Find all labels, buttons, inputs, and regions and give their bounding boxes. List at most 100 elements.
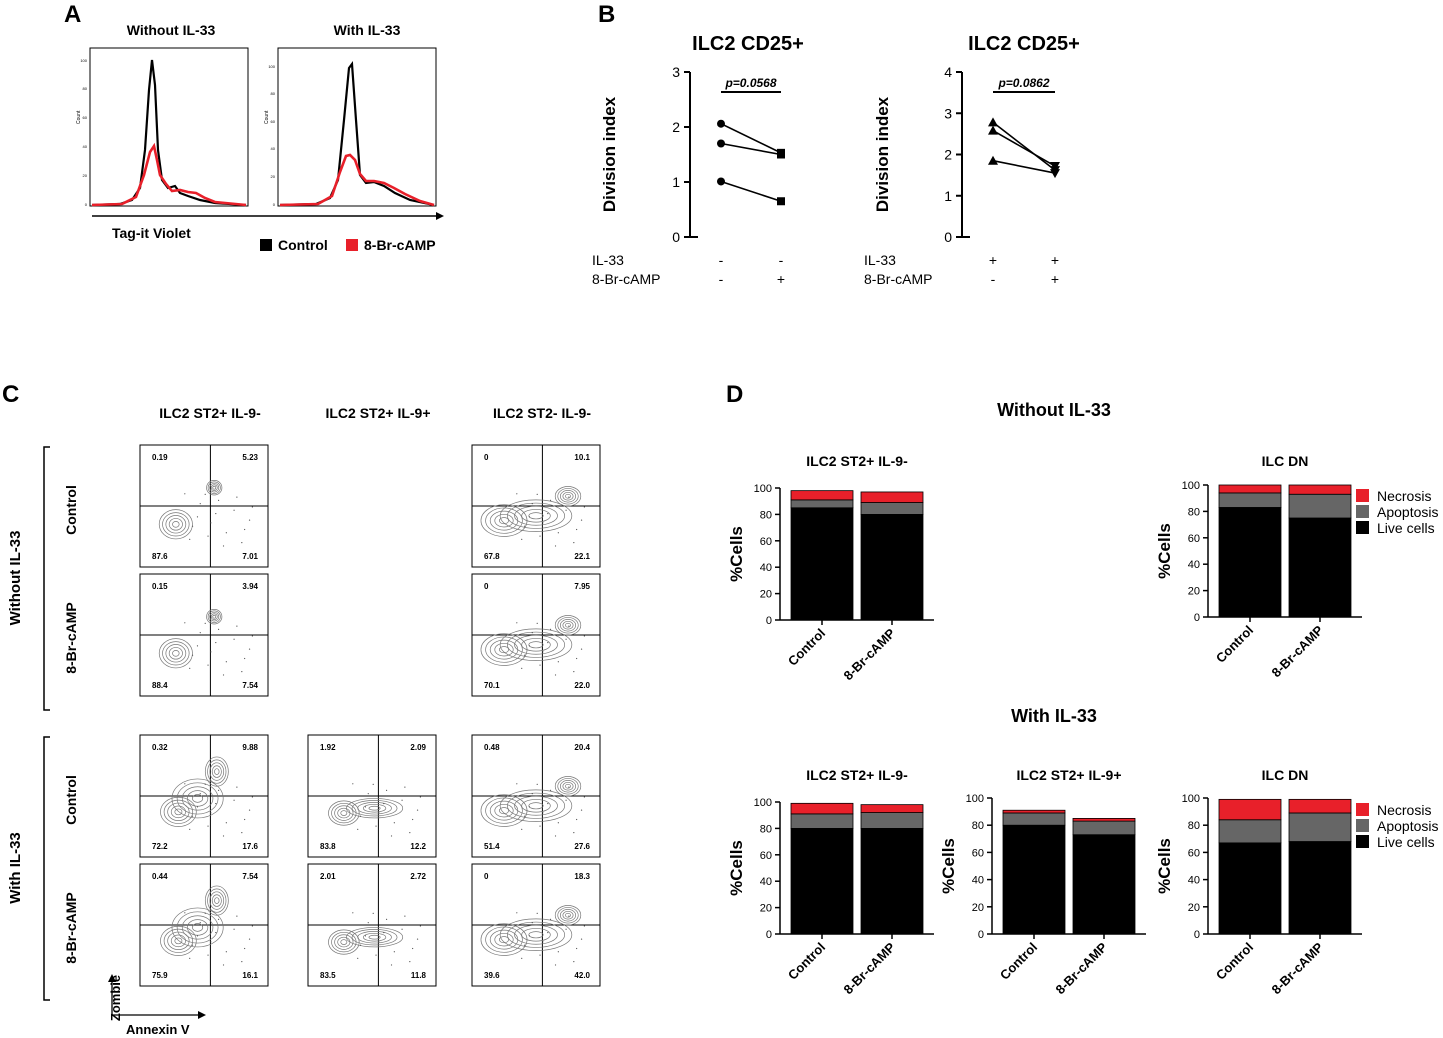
y-tick-label: 80 xyxy=(1188,506,1200,518)
bar-chart-title: ILC DN xyxy=(1262,767,1309,783)
condition-mark: - xyxy=(719,271,724,287)
event-dot xyxy=(225,822,227,824)
event-dot xyxy=(352,912,354,914)
tag-it-violet-label: Tag-it Violet xyxy=(112,225,191,241)
event-dot xyxy=(207,535,209,537)
legend-a-cAMP-label: 8-Br-cAMP xyxy=(364,237,436,253)
flow-plot: 2.01 2.72 83.5 11.8 xyxy=(307,863,437,987)
contour-line xyxy=(176,911,219,944)
event-dot xyxy=(233,638,235,640)
contour-line xyxy=(171,778,224,819)
section-title-with: With IL-33 xyxy=(1011,706,1097,726)
flow-plot: 0 10.1 67.8 22.1 xyxy=(471,444,601,568)
event-dot xyxy=(554,545,557,547)
pair-line xyxy=(992,159,1056,174)
event-dot xyxy=(580,809,583,811)
event-dot xyxy=(568,786,570,788)
data-point xyxy=(717,119,725,128)
event-dot xyxy=(542,651,544,653)
y-tick-label: 2 xyxy=(672,119,680,135)
panel-c-letter: C xyxy=(2,381,19,408)
contour-line xyxy=(357,930,392,944)
legend-live-label: Live cells xyxy=(1377,834,1435,850)
legend-live-label: Live cells xyxy=(1377,520,1435,536)
histogram-control-without xyxy=(91,59,247,207)
bar-segment-apoptosis xyxy=(1072,820,1136,836)
event-dot xyxy=(352,783,354,785)
row-label: Control xyxy=(63,775,79,825)
contour-line xyxy=(494,513,514,528)
condition-table-b: IL-33 8-Br-cAMP - - - + IL-33 8-Br-cAMP … xyxy=(592,252,1059,287)
bar-segment-necrosis xyxy=(790,490,854,501)
event-dot xyxy=(241,832,243,834)
event-dot xyxy=(236,915,238,917)
bar-segment-apoptosis xyxy=(1288,812,1352,842)
bar-segment-necrosis xyxy=(1218,798,1282,821)
contour-line xyxy=(181,915,214,940)
data-point xyxy=(777,197,785,206)
y-tick-label: 0 xyxy=(1194,929,1200,941)
bar-segment-necrosis xyxy=(1218,484,1282,494)
quadrant-lower-left: 75.9 xyxy=(152,971,168,980)
contour-line xyxy=(528,931,544,939)
panel-b-letter: B xyxy=(598,1,615,28)
event-dot xyxy=(412,818,414,821)
event-dot xyxy=(419,796,421,798)
event-dot xyxy=(542,941,544,943)
row-label: Control xyxy=(63,485,79,535)
group-bracket-with xyxy=(43,736,50,1001)
contour-line xyxy=(506,631,566,658)
condition-il33-label-2: IL-33 xyxy=(864,252,896,268)
contour-line xyxy=(340,939,348,945)
event-dot xyxy=(233,509,235,511)
event-dot xyxy=(542,522,544,524)
y-axis-label: Division index xyxy=(873,96,892,212)
event-dot xyxy=(383,931,385,934)
contour-line xyxy=(485,636,523,663)
svg-text:100: 100 xyxy=(80,58,87,63)
event-dot xyxy=(523,944,526,946)
contour-line xyxy=(554,615,582,636)
data-point xyxy=(988,125,998,135)
event-dot xyxy=(189,828,191,830)
y-tick-label: 40 xyxy=(972,875,984,887)
bar-segment-live-cells xyxy=(1072,834,1136,935)
event-dot xyxy=(207,825,209,827)
contour-line xyxy=(554,486,582,507)
event-dot xyxy=(568,625,570,627)
data-point xyxy=(988,155,998,165)
event-dot xyxy=(251,796,253,798)
contour-line xyxy=(499,807,509,815)
legend-apoptosis-label: Apoptosis xyxy=(1377,504,1438,520)
section-title-without: Without IL-33 xyxy=(997,400,1111,420)
contour-line xyxy=(557,488,579,505)
pair-line xyxy=(992,129,1056,167)
event-dot xyxy=(576,528,578,531)
event-dot xyxy=(547,641,549,644)
bar-segment-apoptosis xyxy=(860,502,924,515)
event-dot xyxy=(531,793,533,795)
event-dot xyxy=(583,635,585,637)
event-dot xyxy=(404,786,406,788)
event-dot xyxy=(217,628,220,630)
quadrant-upper-right: 20.4 xyxy=(574,743,590,752)
contour-line xyxy=(170,934,186,948)
contour-line xyxy=(346,927,404,948)
contour-line xyxy=(210,613,218,620)
flow-plots: 0.19 5.23 87.6 7.01 0 10.1 67.8 22.1 0.15 3.94 88.… xyxy=(139,444,601,987)
contour-line xyxy=(340,810,348,816)
event-dot xyxy=(531,632,533,634)
event-dot xyxy=(204,783,206,785)
event-dot xyxy=(383,802,385,805)
contour-line xyxy=(521,799,551,813)
pair-line xyxy=(720,142,782,156)
event-dot xyxy=(251,635,253,637)
event-dot xyxy=(549,628,552,630)
event-dot xyxy=(531,503,533,505)
svg-text:20: 20 xyxy=(83,173,88,178)
contour-line xyxy=(514,795,558,816)
event-dot xyxy=(184,622,186,624)
event-dot xyxy=(215,512,217,515)
event-dot xyxy=(516,622,518,624)
legend-apoptosis-label: Apoptosis xyxy=(1377,818,1438,834)
